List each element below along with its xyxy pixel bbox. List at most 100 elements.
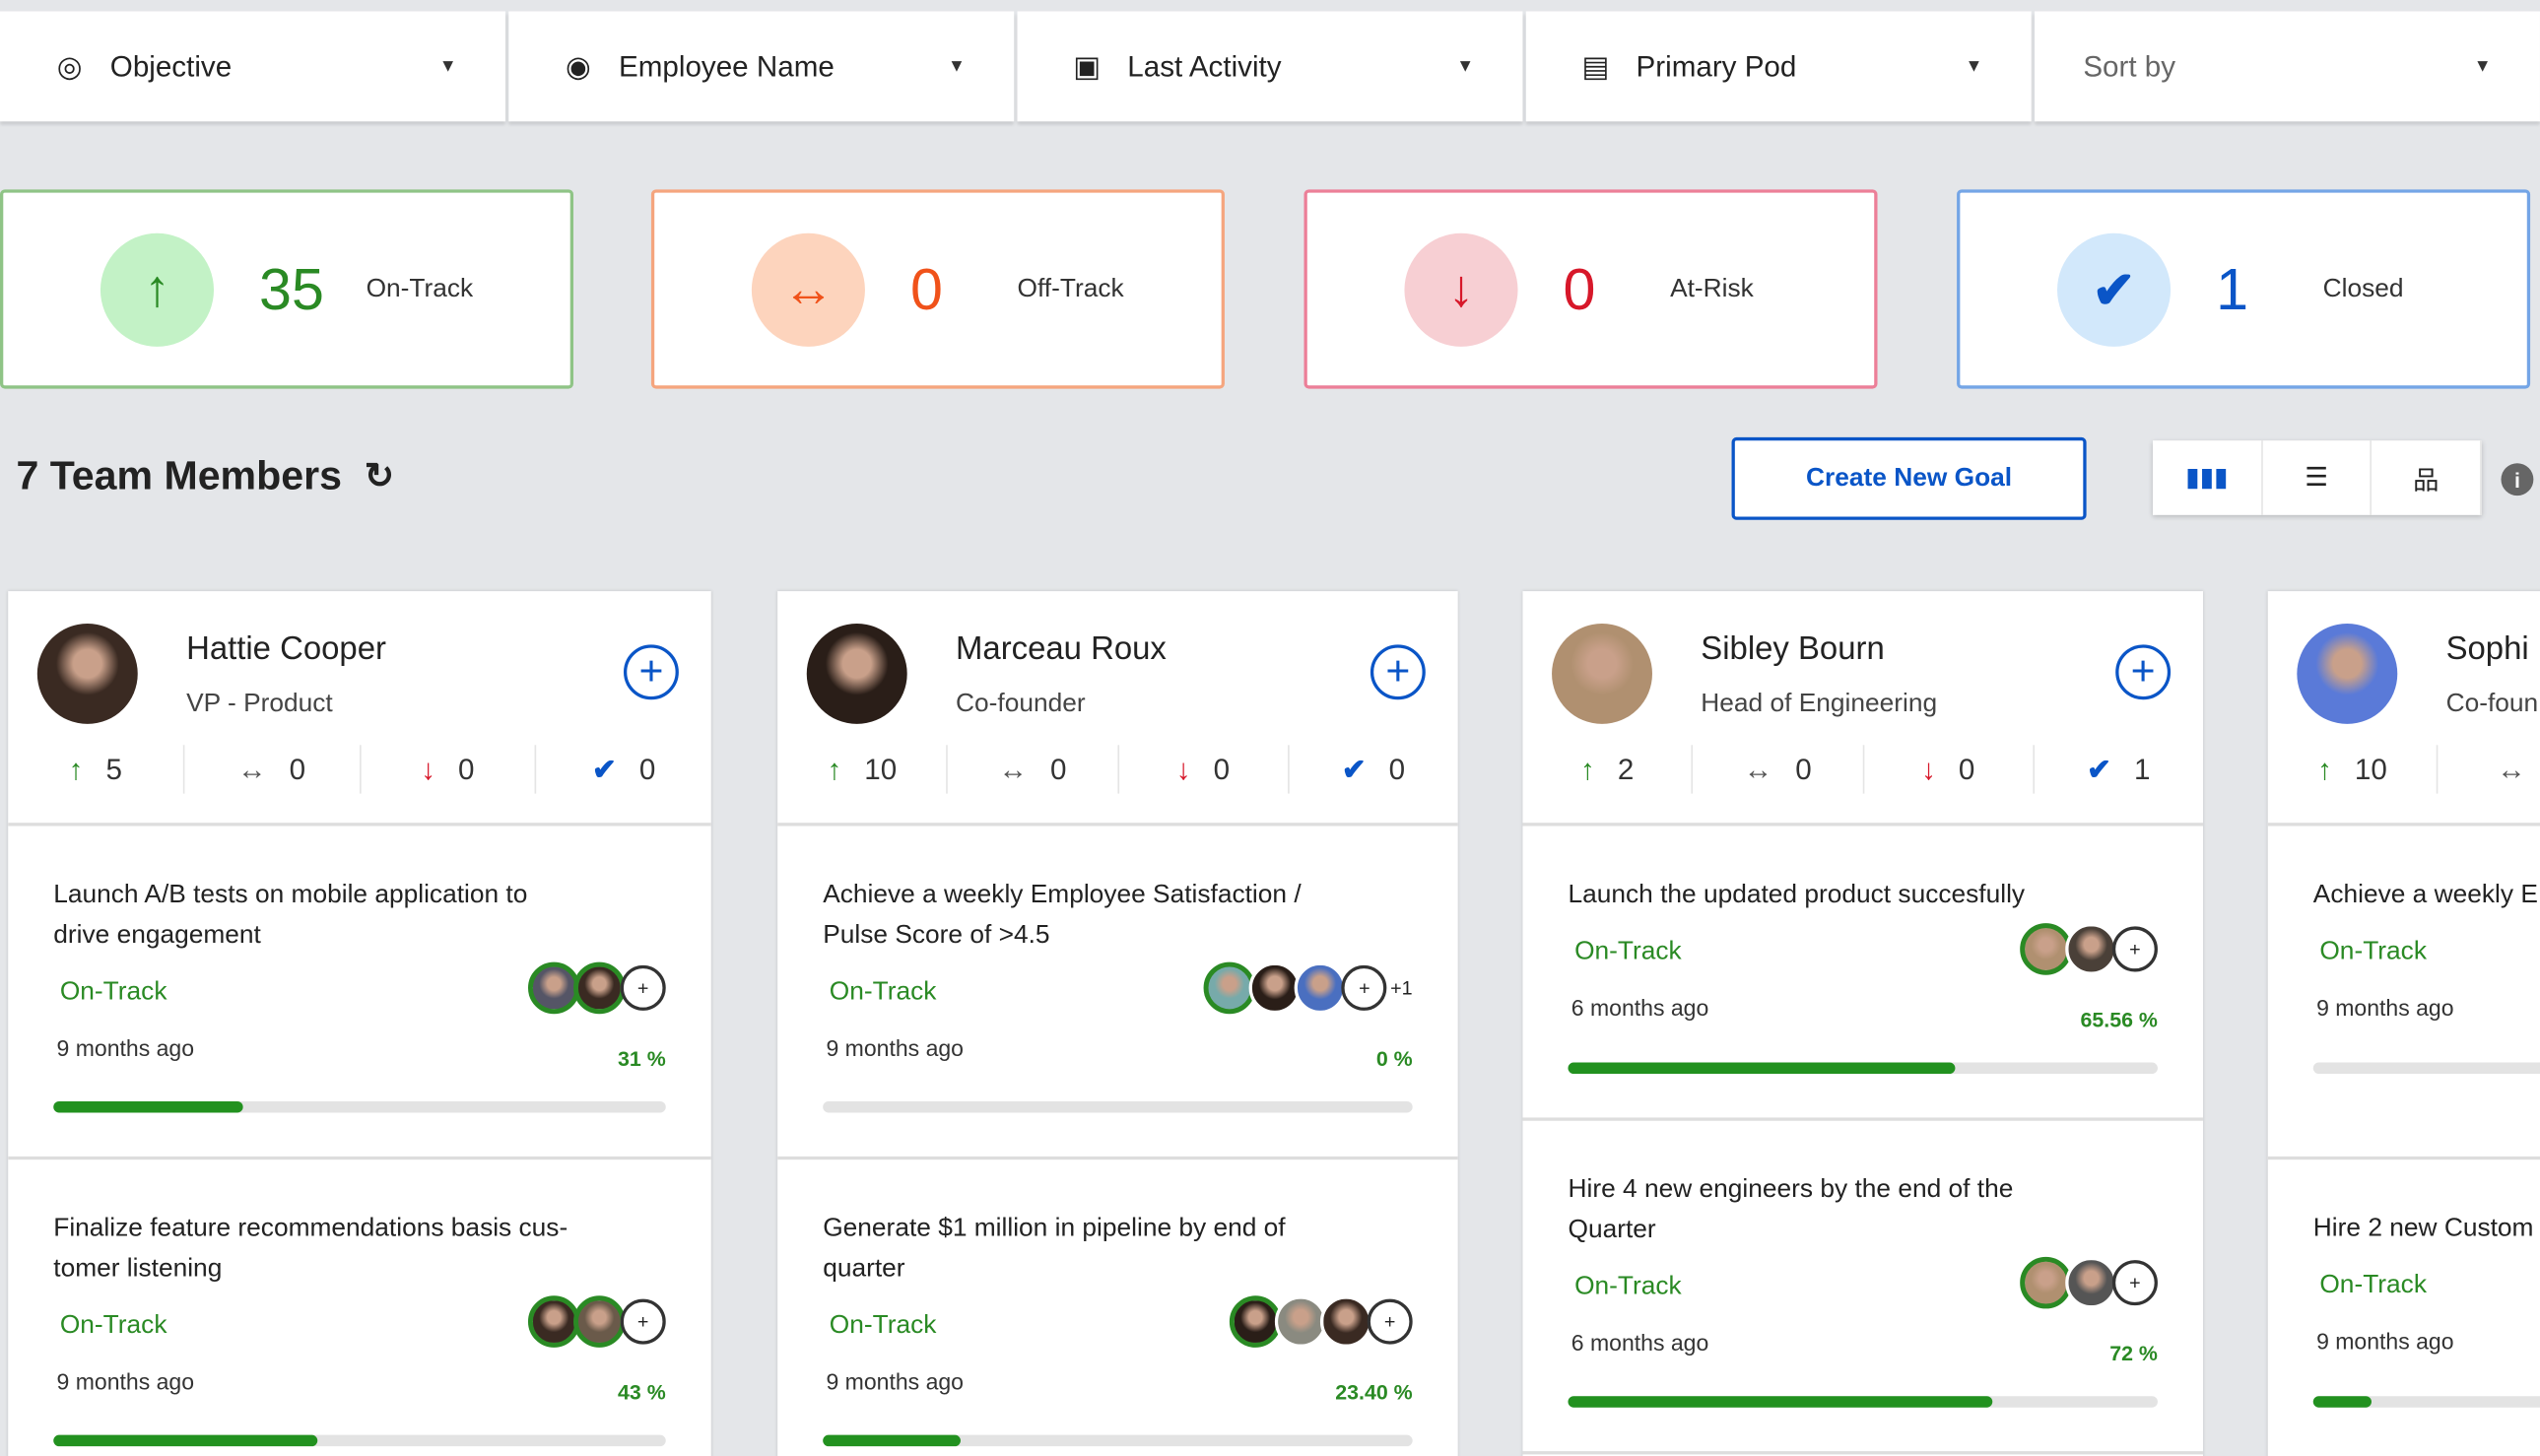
filter-objective[interactable]: ◎ Objective ▼ xyxy=(0,11,505,122)
goal-title[interactable]: Finalize feature recommendations basis c… xyxy=(53,1215,568,1284)
avatar[interactable] xyxy=(806,623,907,724)
owner-avatar[interactable] xyxy=(573,1295,626,1348)
owner-avatar[interactable] xyxy=(1319,1295,1372,1348)
add-owner-icon[interactable]: + xyxy=(1367,1298,1413,1345)
list-view-icon[interactable]: ☰ xyxy=(2262,440,2373,515)
tree-view-icon[interactable]: 品 xyxy=(2373,440,2482,515)
goal-item[interactable]: Achieve a weekly Employee Satisfaction /… xyxy=(777,826,1458,1160)
info-icon[interactable]: i xyxy=(2501,463,2534,496)
sort-by-select[interactable]: Sort by ▼ xyxy=(2034,11,2540,122)
add-owner-icon[interactable]: + xyxy=(1341,964,1387,1011)
card-view-icon[interactable]: ▮▮▮ xyxy=(2153,440,2263,515)
summary-at-risk[interactable]: ↓ 0 At-Risk xyxy=(1303,189,1878,389)
member-name[interactable]: Sibley Bourn xyxy=(1701,631,1885,668)
goal-progress-value: 43 % xyxy=(617,1379,666,1405)
add-goal-button[interactable]: + xyxy=(1370,644,1426,700)
goal-item[interactable]: Achieve a weekly E Pulse Score of >4.5 O… xyxy=(2267,826,2540,1160)
owner-avatar[interactable] xyxy=(2020,923,2072,975)
goal-title[interactable]: Hire 2 new Custom xyxy=(2312,1215,2534,1243)
goal-title[interactable]: Generate $1 million in pipeline by end o… xyxy=(823,1215,1286,1284)
owner-avatar[interactable] xyxy=(527,1295,580,1348)
member-stat[interactable]: ↔ 0 xyxy=(948,745,1119,794)
owner-avatar[interactable] xyxy=(573,961,626,1015)
check-icon: ✔ xyxy=(2087,752,2111,785)
arrow-left-right-icon: ↔ xyxy=(751,232,865,347)
member-stat[interactable]: ↑ 5 xyxy=(8,745,185,794)
arrow-up-icon: ↑ xyxy=(827,752,842,785)
goal-owners[interactable]: + xyxy=(2020,923,2158,975)
owner-avatar[interactable] xyxy=(2020,1256,2072,1309)
goal-title[interactable]: Hire 4 new engineers by the end of the Q… xyxy=(1568,1175,2014,1244)
avatar[interactable] xyxy=(2297,623,2398,724)
filter-primary-pod[interactable]: ▤ Primary Pod ▼ xyxy=(1525,11,2032,122)
summary-stats: ↑ 35 On-Track ↔ 0 Off-Track ↓ 0 At-Risk ✔ 1… xyxy=(0,189,2540,390)
member-card: Sophi Co-foun ↑10↔↓✔ Achieve a weekly E … xyxy=(2267,591,2540,1456)
goal-item[interactable]: Hire 2 new Custom On-Track 9 months ago xyxy=(2268,1159,2540,1456)
member-stat[interactable]: ✔ 0 xyxy=(1341,752,1406,785)
goal-progress-bar xyxy=(1568,1062,2158,1075)
goal-title[interactable]: Launch A/B tests on mobile application t… xyxy=(53,881,528,950)
goal-item[interactable]: Finalize feature recommendations basis c… xyxy=(8,1159,711,1456)
owner-avatar[interactable] xyxy=(1295,961,1347,1015)
goal-owners[interactable]: + xyxy=(527,961,666,1015)
summary-on-track[interactable]: ↑ 35 On-Track xyxy=(0,189,574,389)
check-icon: ✔ xyxy=(2057,232,2172,347)
goal-progress-value: 23.40 % xyxy=(1335,1379,1413,1405)
member-stat[interactable]: ↑ 10 xyxy=(777,745,949,794)
refresh-icon[interactable]: ↻ xyxy=(364,454,395,496)
filter-employee-name[interactable]: ◉ Employee Name ▼ xyxy=(508,11,1015,122)
owner-avatar[interactable] xyxy=(1274,1295,1327,1348)
add-owner-icon[interactable]: + xyxy=(2111,926,2158,972)
goal-item[interactable]: Generate $1 million in pipeline by end o… xyxy=(777,1159,1458,1456)
goal-owners[interactable]: + +1 xyxy=(1204,961,1413,1015)
owner-avatar[interactable] xyxy=(2065,1256,2117,1309)
add-goal-button[interactable]: + xyxy=(623,644,679,700)
summary-off-track[interactable]: ↔ 0 Off-Track xyxy=(650,189,1225,389)
member-stat[interactable]: ✔ 1 xyxy=(2087,752,2151,785)
member-name[interactable]: Hattie Cooper xyxy=(186,631,386,668)
check-icon: ✔ xyxy=(592,752,617,785)
goal-title[interactable]: Launch the updated product succesfully xyxy=(1568,881,2026,909)
pod-icon: ▤ xyxy=(1581,49,1610,83)
owner-avatar[interactable] xyxy=(1229,1295,1282,1348)
member-stat[interactable]: ✔ 0 xyxy=(592,752,656,785)
goal-progress-bar xyxy=(2312,1062,2540,1075)
owner-avatar[interactable] xyxy=(1204,961,1256,1015)
member-name[interactable]: Marceau Roux xyxy=(956,631,1167,668)
goal-item[interactable]: Hire 4 new engineers by the end of the Q… xyxy=(1522,1121,2203,1455)
goal-owners[interactable]: + xyxy=(2020,1256,2158,1309)
goal-owners[interactable]: + xyxy=(1229,1295,1413,1348)
arrow-up-icon: ↑ xyxy=(2317,752,2332,785)
owner-avatar[interactable] xyxy=(527,961,580,1015)
member-stat[interactable]: ↔ 0 xyxy=(1693,745,1864,794)
summary-closed[interactable]: ✔ 1 Closed xyxy=(1957,189,2531,389)
view-switcher: ▮▮▮ ☰ 品 xyxy=(2153,440,2482,515)
goal-owners[interactable]: + xyxy=(527,1295,666,1348)
add-goal-button[interactable]: + xyxy=(2115,644,2172,700)
arrow-up-icon: ↑ xyxy=(100,232,215,347)
member-role: Co-foun xyxy=(2445,690,2539,718)
goal-title[interactable]: Achieve a weekly Employee Satisfaction /… xyxy=(823,881,1302,950)
add-owner-icon[interactable]: + xyxy=(620,964,666,1011)
member-name[interactable]: Sophi xyxy=(2445,631,2529,668)
avatar[interactable] xyxy=(1552,623,1652,724)
goal-title[interactable]: Achieve a weekly E Pulse Score of >4.5 xyxy=(2312,881,2540,909)
owner-avatar[interactable] xyxy=(1249,961,1302,1015)
member-stat[interactable]: ↔ xyxy=(2439,745,2540,793)
add-owner-icon[interactable]: + xyxy=(620,1298,666,1345)
member-stat[interactable]: ↓ 0 xyxy=(1864,745,2035,794)
member-stat[interactable]: ↑ 10 xyxy=(2268,745,2439,794)
owner-avatar[interactable] xyxy=(2065,923,2117,975)
add-owner-icon[interactable]: + xyxy=(2111,1260,2158,1306)
member-header: Sophi Co-foun ↑10↔↓✔ xyxy=(2267,591,2540,827)
create-new-goal-button[interactable]: Create New Goal xyxy=(1731,436,2087,520)
avatar[interactable] xyxy=(36,623,138,724)
member-stat[interactable]: ↓ 0 xyxy=(361,745,537,794)
filter-last-activity[interactable]: ▣ Last Activity ▼ xyxy=(1017,11,1523,122)
goal-item[interactable]: Launch the updated product succesfully O… xyxy=(1522,826,2203,1121)
goal-progress-value: 72 % xyxy=(2109,1341,2158,1365)
member-stat[interactable]: ↔ 0 xyxy=(184,745,361,794)
member-stat[interactable]: ↑ 2 xyxy=(1522,745,1694,794)
goal-item[interactable]: Launch A/B tests on mobile application t… xyxy=(8,826,711,1160)
member-stat[interactable]: ↓ 0 xyxy=(1118,745,1290,794)
